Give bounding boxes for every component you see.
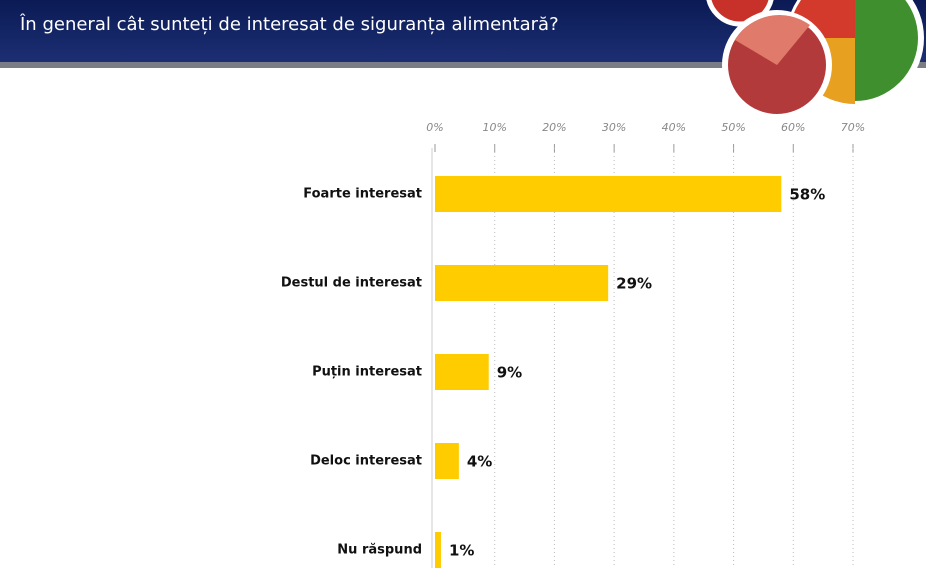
chart-title: În general cât sunteți de interesat de s…	[19, 13, 559, 35]
x-tick-label: 60%	[781, 121, 805, 134]
x-tick-label: 20%	[542, 121, 566, 134]
category-label: Foarte interesat	[303, 187, 422, 202]
food-photos	[706, 0, 924, 120]
value-label: 4%	[467, 453, 492, 471]
x-tick-label: 40%	[662, 121, 686, 134]
bar	[435, 532, 441, 568]
bar	[435, 176, 782, 212]
x-tick-label: 10%	[482, 121, 506, 134]
plot: 0% 10% 20% 30% 40% 50% 60% 70% Foarte interesat 5…	[281, 121, 865, 568]
category-label: Deloc interesat	[310, 454, 422, 469]
category-label: Nu răspund	[337, 543, 422, 558]
header-rule	[0, 62, 926, 68]
x-tick-label: 50%	[721, 121, 745, 134]
x-tick-label: 30%	[602, 121, 626, 134]
category-label: Destul de interesat	[281, 276, 422, 291]
value-label: 9%	[497, 364, 522, 382]
photo-piece	[735, 15, 810, 66]
bar	[435, 443, 459, 479]
x-tick-label: 70%	[841, 121, 865, 134]
value-label: 58%	[789, 186, 825, 204]
x-tick-label: 0%	[426, 121, 443, 134]
bar	[435, 354, 489, 390]
value-label: 29%	[616, 275, 652, 293]
category-label: Puțin interesat	[312, 365, 422, 380]
bar	[435, 265, 609, 301]
value-label: 1%	[449, 542, 474, 560]
